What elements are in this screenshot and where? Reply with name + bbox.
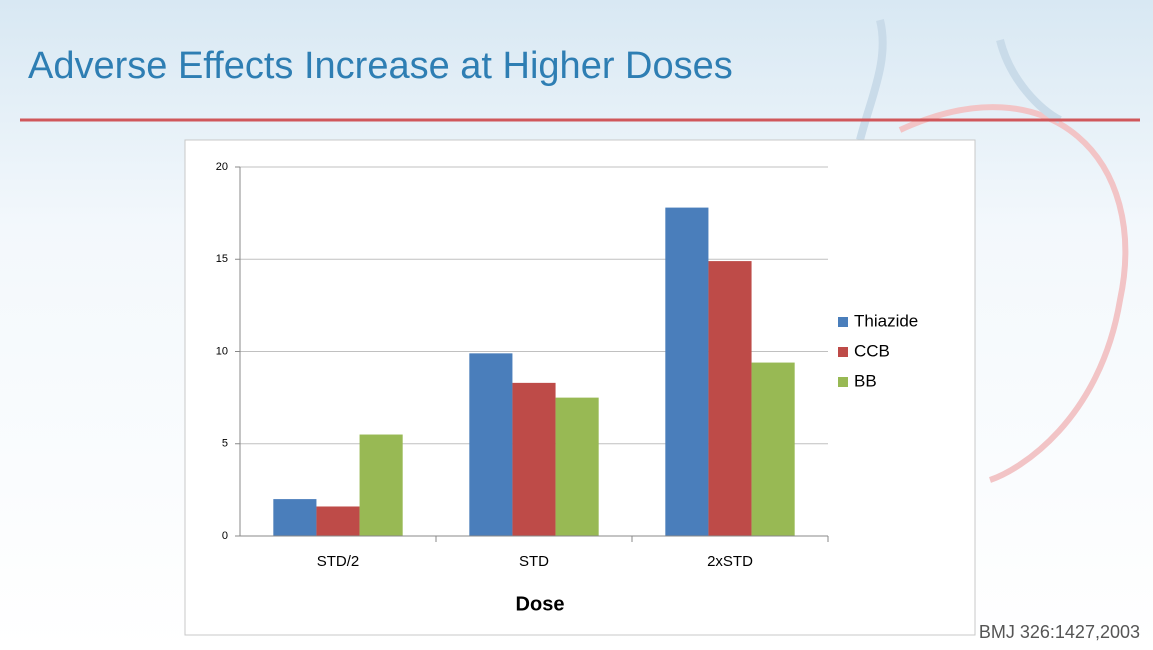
bar <box>708 261 752 536</box>
legend-label: CCB <box>854 341 890 360</box>
slide-title: Adverse Effects Increase at Higher Doses <box>28 45 733 87</box>
x-tick-label: STD/2 <box>317 553 360 570</box>
heart-decoration <box>996 38 1062 124</box>
legend-swatch <box>838 347 848 357</box>
y-tick-label: 10 <box>216 345 228 357</box>
legend-swatch <box>838 317 848 327</box>
y-tick-label: 0 <box>222 530 228 542</box>
y-tick-label: 20 <box>216 161 228 173</box>
x-tick-label: STD <box>519 553 549 570</box>
x-axis-title: Dose <box>516 593 565 615</box>
chart-area <box>184 139 976 636</box>
bar <box>751 362 795 536</box>
legend-label: BB <box>854 371 877 390</box>
x-tick-label: 2xSTD <box>707 553 753 570</box>
bar <box>316 506 360 536</box>
bar <box>555 397 599 536</box>
source-note: BMJ 326:1427,2003 <box>979 622 1140 642</box>
legend-swatch <box>838 377 848 387</box>
heart-decoration <box>856 19 887 141</box>
heart-decoration <box>898 104 1129 483</box>
bar <box>665 207 709 536</box>
y-tick-label: 5 <box>222 438 228 450</box>
bar <box>469 353 513 536</box>
y-tick-label: 15 <box>216 253 228 265</box>
bar <box>273 499 317 536</box>
bar <box>359 434 403 536</box>
bar <box>512 382 556 536</box>
legend-label: Thiazide <box>854 311 918 330</box>
